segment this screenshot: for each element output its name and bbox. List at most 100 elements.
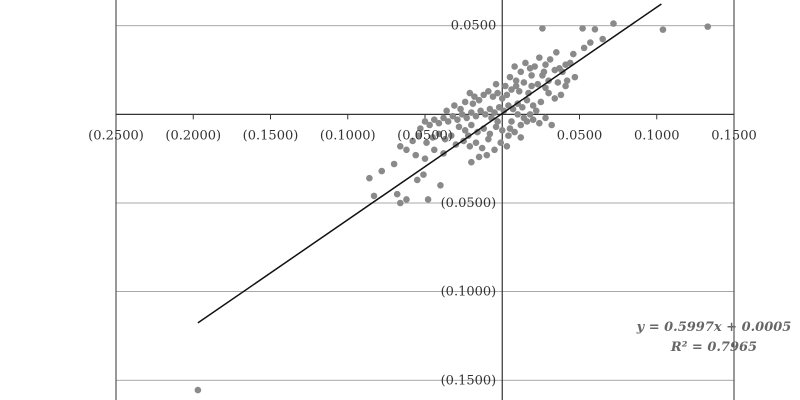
data-point — [492, 123, 500, 131]
data-point — [396, 199, 404, 207]
data-point — [485, 135, 492, 143]
data-point — [523, 96, 531, 104]
data-point — [551, 95, 559, 102]
data-point — [447, 132, 455, 139]
data-point — [491, 146, 498, 154]
data-point — [390, 160, 398, 168]
data-point — [444, 118, 452, 125]
data-point — [466, 142, 474, 150]
x-tick-label: (0.2000) — [165, 128, 221, 143]
data-point — [542, 61, 549, 69]
data-point — [471, 93, 478, 100]
data-point — [540, 68, 548, 76]
data-point — [539, 25, 546, 32]
data-point — [704, 23, 712, 30]
data-point — [366, 174, 373, 182]
data-point — [412, 151, 420, 159]
data-point — [430, 146, 438, 154]
data-point — [475, 96, 483, 104]
data-point — [562, 82, 569, 90]
data-point — [571, 73, 579, 81]
data-point — [534, 80, 542, 88]
data-point — [413, 176, 421, 184]
data-point — [587, 39, 594, 46]
data-point — [440, 114, 447, 122]
data-point — [421, 155, 429, 162]
data-point — [463, 114, 471, 122]
data-point — [494, 89, 501, 97]
data-point — [537, 98, 545, 106]
data-point — [477, 107, 484, 115]
data-point — [520, 114, 528, 122]
data-point — [449, 112, 457, 120]
data-point — [403, 196, 410, 203]
data-point — [378, 167, 386, 175]
data-point — [498, 95, 506, 102]
data-point — [566, 59, 574, 67]
data-point — [512, 77, 520, 84]
data-point — [475, 153, 483, 161]
x-tick-label: (0.2500) — [88, 128, 144, 143]
data-point — [508, 86, 515, 93]
data-point — [506, 73, 514, 81]
data-point — [409, 137, 416, 145]
data-point — [526, 64, 534, 72]
data-point — [503, 91, 511, 99]
data-point — [580, 44, 588, 52]
data-point — [492, 80, 500, 88]
data-point — [554, 79, 562, 86]
data-point — [563, 77, 571, 84]
data-point — [437, 181, 444, 189]
data-point — [485, 88, 492, 95]
data-point — [393, 190, 401, 198]
y-tick-label: (0.0500) — [441, 196, 497, 211]
data-point — [502, 82, 509, 90]
data-point — [522, 59, 529, 67]
data-point — [474, 128, 481, 136]
data-point — [500, 107, 508, 115]
data-point — [443, 107, 450, 115]
data-point — [497, 139, 505, 147]
data-point — [591, 25, 599, 33]
data-point — [546, 56, 554, 63]
x-tick-label: 0.0500 — [557, 128, 603, 143]
y-tick-label: 0.0500 — [451, 19, 497, 34]
data-point — [511, 128, 518, 136]
x-tick-label: (0.0500) — [397, 128, 453, 143]
data-point — [517, 121, 525, 129]
data-point — [478, 144, 486, 152]
data-point — [526, 111, 534, 118]
data-point — [441, 135, 449, 143]
data-point — [455, 123, 463, 131]
data-point — [415, 132, 423, 139]
trendline-layer — [197, 3, 662, 324]
data-point — [435, 130, 443, 138]
data-point — [424, 196, 432, 203]
data-point — [435, 119, 443, 127]
data-point — [545, 89, 552, 97]
data-point — [529, 102, 537, 109]
data-point — [481, 111, 489, 118]
data-point — [532, 107, 540, 115]
data-point — [570, 50, 577, 58]
data-point — [536, 54, 543, 61]
data-point — [420, 171, 427, 178]
data-point — [515, 88, 523, 95]
data-point — [599, 35, 606, 43]
data-point — [426, 121, 433, 129]
data-point — [454, 116, 461, 123]
data-point — [468, 121, 475, 129]
data-point — [486, 130, 494, 138]
data-point — [517, 68, 525, 76]
data-point — [489, 93, 497, 100]
data-point — [370, 192, 378, 200]
trendline — [197, 3, 662, 324]
data-point — [486, 105, 494, 113]
data-point — [461, 98, 469, 106]
data-point — [505, 102, 512, 109]
x-tick-label: 0.1000 — [634, 128, 680, 143]
data-point — [536, 119, 543, 127]
data-point — [458, 111, 466, 118]
data-point — [542, 84, 549, 92]
